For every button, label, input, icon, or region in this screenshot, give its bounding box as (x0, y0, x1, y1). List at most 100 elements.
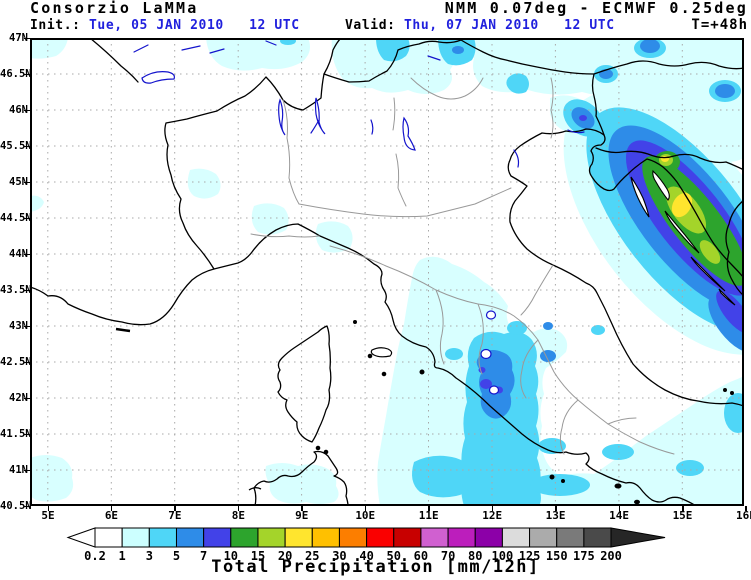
islands (115, 169, 736, 505)
lon-label: 16E (736, 509, 751, 522)
lon-tick-mark (491, 506, 494, 511)
lon-label: 15E (672, 509, 693, 522)
colorbar-swatch (393, 527, 422, 548)
lon-tick-mark (301, 506, 303, 511)
lon-label: 12E (482, 509, 503, 522)
colorbar-swatch (583, 527, 612, 548)
lon-label: 11E (418, 509, 439, 522)
lat-tick-mark (24, 361, 30, 363)
map-svg (30, 38, 744, 506)
lon-label: 9E (295, 509, 309, 522)
colorbar-tick-label: 100 (491, 549, 514, 563)
valid-time-line: Valid: Thu, 07 JAN 2010 12 UTC (345, 19, 615, 33)
lat-tick-mark (24, 253, 30, 255)
lon-tick-mark (174, 506, 176, 511)
colorbar-swatch (121, 527, 150, 548)
colorbar-tick-label: 80 (468, 549, 483, 563)
lon-tick-mark (110, 506, 113, 511)
valid-value: Thu, 07 JAN 2010 12 UTC (395, 18, 615, 33)
colorbar-swatch (501, 527, 531, 548)
colorbar-swatch (529, 527, 558, 548)
colorbar-swatch (257, 527, 286, 548)
lat-tick-mark (24, 37, 30, 39)
lakes (133, 40, 585, 395)
colorbar-svg (66, 527, 666, 548)
lat-tick-mark (24, 145, 30, 147)
lon-label: 6E (104, 509, 119, 522)
colorbar-swatch (556, 527, 585, 548)
colorbar-swatch (230, 527, 259, 548)
lat-label: 47N (9, 32, 28, 44)
colorbar-title: Total Precipitation [mm/12h] (211, 557, 540, 577)
lat-label: 45N (9, 176, 28, 188)
lon-label: 7E (168, 509, 182, 522)
lon-tick-mark (555, 506, 557, 511)
lat-label: 44.5N (0, 212, 32, 224)
lon-label: 5E (41, 509, 55, 522)
lat-label: 45.5N (0, 140, 32, 152)
colorbar-tick-label: 175 (573, 549, 595, 563)
precip-level1 (30, 38, 744, 506)
map-frame (30, 38, 744, 506)
colorbar-swatch (175, 527, 205, 548)
lon-label: 14E (609, 509, 629, 522)
init-label: Init.: (30, 18, 81, 33)
lat-tick-mark (24, 505, 30, 507)
organization-title: Consorzio LaMMa (30, 0, 199, 17)
lat-label: 44N (9, 248, 28, 260)
lon-label: 10E (355, 509, 376, 522)
colorbar-swatch (447, 527, 476, 548)
lat-label: 41.5N (0, 428, 32, 440)
lat-tick-mark (24, 73, 30, 75)
colorbar-tick-label: 125 (518, 549, 541, 563)
coastlines (30, 128, 744, 506)
colorbar-swatch (311, 527, 340, 548)
colorbar-tick-label: 50 (386, 549, 401, 563)
lat-label: 43.5N (0, 284, 32, 296)
colorbar-swatch (338, 527, 368, 548)
lat-tick-mark (24, 397, 30, 399)
lon-tick-mark (745, 506, 747, 511)
lon-tick-mark (364, 506, 367, 511)
lat-label: 42.5N (0, 356, 32, 368)
colorbar-tick-label: 20 (277, 549, 293, 563)
colorbar-tick-label: 60 (413, 549, 429, 563)
colorbar-tick-label: 3 (145, 549, 153, 563)
init-value: Tue, 05 JAN 2010 12 UTC (80, 18, 300, 33)
lon-tick-mark (428, 506, 430, 511)
colorbar-tick-label: 10 (223, 549, 239, 563)
lat-label: 40.5N (0, 500, 32, 512)
lat-tick-mark (24, 433, 30, 435)
lat-tick-mark (24, 289, 30, 291)
colorbar-swatch (366, 527, 395, 548)
colorbar-tick-label: 70 (440, 549, 456, 563)
colorbar-swatch (148, 527, 177, 548)
lon-tick-mark (47, 506, 49, 511)
colorbar-swatch (474, 527, 503, 548)
lat-label: 46N (9, 104, 28, 116)
init-time-line: Init.: Tue, 05 JAN 2010 12 UTC (30, 19, 300, 33)
colorbar-tick-label: 40 (359, 549, 374, 563)
colorbar-tick-label: 1 (118, 549, 126, 563)
colorbar-swatch (94, 527, 123, 548)
lat-label: 46.5N (0, 68, 32, 80)
lon-label: 8E (231, 509, 245, 522)
colorbar-swatch (420, 527, 449, 548)
lon-label: 13E (545, 509, 566, 522)
colorbar-tick-label: 200 (600, 549, 622, 563)
lat-label: 41N (9, 464, 28, 476)
colorbar-over-arrow (610, 527, 666, 548)
model-title: NMM 0.07deg - ECMWF 0.25deg (444, 0, 748, 17)
lead-time: T=+48h (691, 17, 748, 33)
colorbar-under-arrow (66, 527, 96, 548)
colorbar-swatch (203, 527, 232, 548)
lat-tick-mark (24, 217, 30, 219)
lon-tick-mark (682, 506, 684, 511)
lat-label: 43N (9, 320, 28, 332)
colorbar-tick-label: 150 (545, 549, 568, 563)
national-borders (89, 38, 744, 297)
colorbar-tick-label: 25 (305, 549, 320, 563)
lon-tick-mark (237, 506, 240, 511)
lat-tick-mark (24, 181, 30, 183)
